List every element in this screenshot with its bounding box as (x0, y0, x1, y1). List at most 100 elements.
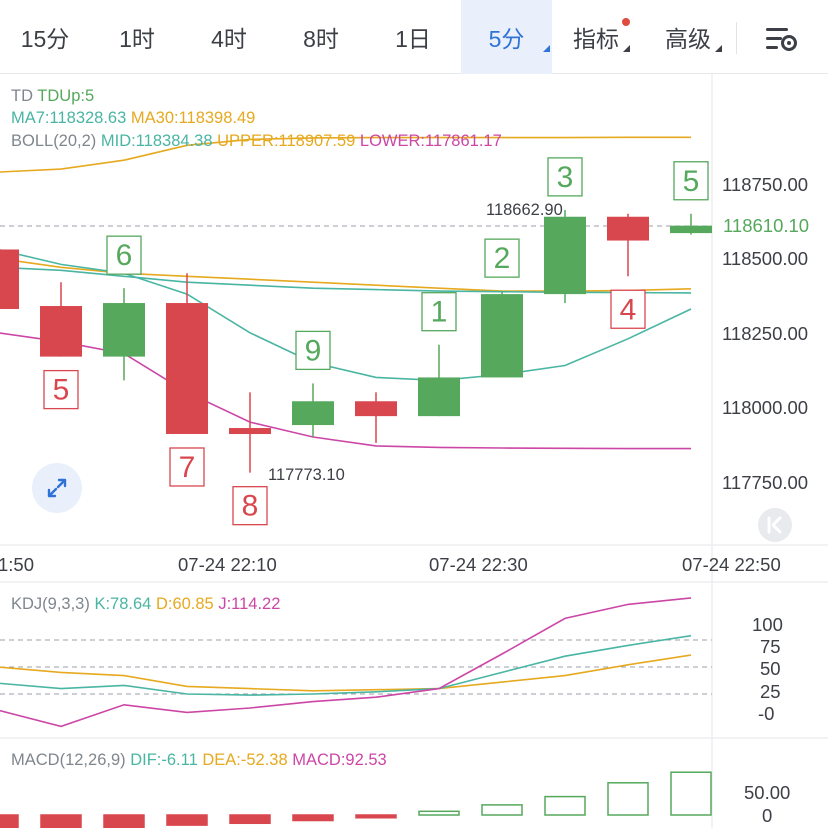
tab-label: 15分 (20, 26, 70, 52)
macd-axis-label: 50.00 (744, 782, 791, 803)
td-count-box (484, 238, 520, 278)
kdj-k: K:78.64 (94, 595, 152, 613)
kdj-k-line (0, 634, 692, 696)
candle-body (481, 294, 523, 378)
td-count-label: 3 (557, 161, 574, 194)
tab-label: 5分 (488, 26, 525, 52)
main-chart[interactable]: 5 6 7 8 9 1 2 3 4 5 (0, 74, 828, 828)
time-label: 07-24 22:30 (429, 554, 528, 575)
tab-label: 1时 (119, 26, 155, 52)
td-value: TDUp:5 (37, 87, 95, 105)
expand-chart-button[interactable] (32, 463, 82, 513)
tab-15m[interactable]: 15分 (4, 0, 86, 74)
boll-mid: MID:118384.38 (100, 132, 213, 150)
tab-label: 4时 (211, 26, 247, 52)
candle-body (355, 401, 397, 417)
price-label: 118750.00 (722, 174, 809, 195)
time-label: 07-24 22:10 (178, 554, 277, 575)
macd-histogram-bar (418, 810, 460, 816)
kdj-axis-label: -0 (758, 703, 775, 724)
price-label: 118250.00 (722, 323, 809, 344)
high-price-marker: 118662.90 (486, 201, 563, 219)
td-count-box (421, 292, 457, 332)
last-price-badge: 118610.10 (716, 213, 817, 239)
boll-legend: BOLL(20,2) MID:118384.38 UPPER:118907.59… (11, 132, 502, 151)
macd-histogram-bar (103, 814, 145, 828)
ma7-value: MA7:118328.63 (11, 109, 127, 127)
td-count-label: 4 (620, 293, 637, 326)
kdj-d-line (0, 654, 692, 692)
time-label: 07-24 22:50 (682, 554, 781, 575)
kdj-axis-label: 25 (760, 681, 781, 702)
macd-dea: DEA:-52.38 (202, 751, 288, 769)
jump-latest-icon (767, 516, 782, 534)
tab-5m[interactable]: 5分 (461, 0, 552, 74)
low-price-marker: 117773.10 (268, 466, 345, 484)
tab-indicators[interactable]: 指标 (560, 0, 632, 74)
td-label: TD (11, 87, 33, 105)
dropdown-triangle-icon (715, 45, 722, 52)
candle-body (418, 377, 460, 417)
td-count-box (295, 330, 331, 371)
td-count-label: 8 (242, 490, 259, 523)
td-count-label: 5 (53, 374, 70, 407)
macd-label: MACD(12,26,9) (11, 751, 126, 769)
boll-upper: UPPER:118907.59 (217, 132, 356, 150)
tab-1d[interactable]: 1日 (372, 0, 454, 74)
td-count-box (232, 486, 268, 526)
candle-body (292, 401, 334, 426)
tab-advanced[interactable]: 高级 (652, 0, 724, 74)
tab-4h[interactable]: 4时 (188, 0, 270, 74)
boll-label: BOLL(20,2) (11, 132, 97, 150)
macd-histogram-bar (292, 814, 334, 822)
td-count-box (547, 157, 583, 197)
macd-histogram-bar (544, 795, 586, 816)
td-count-label: 7 (179, 451, 196, 484)
kdj-axis-label: 100 (752, 614, 783, 635)
kdj-axis-label: 75 (760, 636, 781, 657)
td-count-label: 2 (494, 242, 511, 275)
dropdown-triangle-icon (623, 45, 630, 52)
ma30-value: MA30:118398.49 (130, 109, 256, 127)
price-label: 117750.00 (722, 472, 809, 493)
td-legend: TD TDUp:5 (11, 87, 94, 106)
boll-lower: LOWER:117861.17 (359, 132, 502, 150)
ma-legend: MA7:118328.63 MA30:118398.49 (11, 109, 255, 128)
candle-body (40, 306, 82, 357)
tab-8h[interactable]: 8时 (280, 0, 362, 74)
tab-label: 指标 (573, 26, 619, 52)
td-count-label: 5 (683, 165, 700, 198)
tab-1h[interactable]: 1时 (96, 0, 178, 74)
td-count-label: 1 (431, 296, 448, 329)
jump-latest-button[interactable] (758, 508, 792, 542)
td-count-label: 9 (305, 334, 322, 367)
macd-histogram-bar (607, 782, 649, 816)
td-count-box (610, 289, 646, 329)
time-label: 1:50 (0, 554, 35, 575)
macd-histogram-bar (670, 771, 712, 816)
kdj-legend: KDJ(9,3,3) K:78.64 D:60.85 J:114.22 (11, 595, 280, 614)
dropdown-triangle-icon (543, 45, 550, 52)
candle-body (229, 428, 271, 435)
candle-body (607, 216, 649, 241)
macd-histogram-bar (40, 814, 82, 828)
candle-body (103, 303, 145, 357)
macd-histogram-bar (229, 814, 271, 825)
price-label: 118000.00 (722, 397, 809, 418)
macd-dif: DIF:-6.11 (130, 751, 198, 769)
td-count-box (673, 161, 709, 201)
tab-label: 8时 (303, 26, 339, 52)
macd-legend: MACD(12,26,9) DIF:-6.11 DEA:-52.38 MACD:… (11, 751, 387, 770)
candle-body (544, 216, 586, 295)
td-count-box (43, 369, 79, 410)
tab-label: 1日 (395, 26, 431, 52)
macd-axis-label: 0 (762, 805, 773, 826)
candle-body (166, 303, 208, 434)
kdj-axis-label: 50 (760, 658, 781, 679)
chart-settings-icon[interactable] (764, 24, 800, 54)
macd-histogram-bar (355, 814, 397, 819)
kdj-d: D:60.85 (155, 595, 214, 613)
last-price-value: 118610.10 (723, 215, 810, 236)
td-count-box (106, 235, 142, 275)
candle-body (0, 249, 19, 309)
